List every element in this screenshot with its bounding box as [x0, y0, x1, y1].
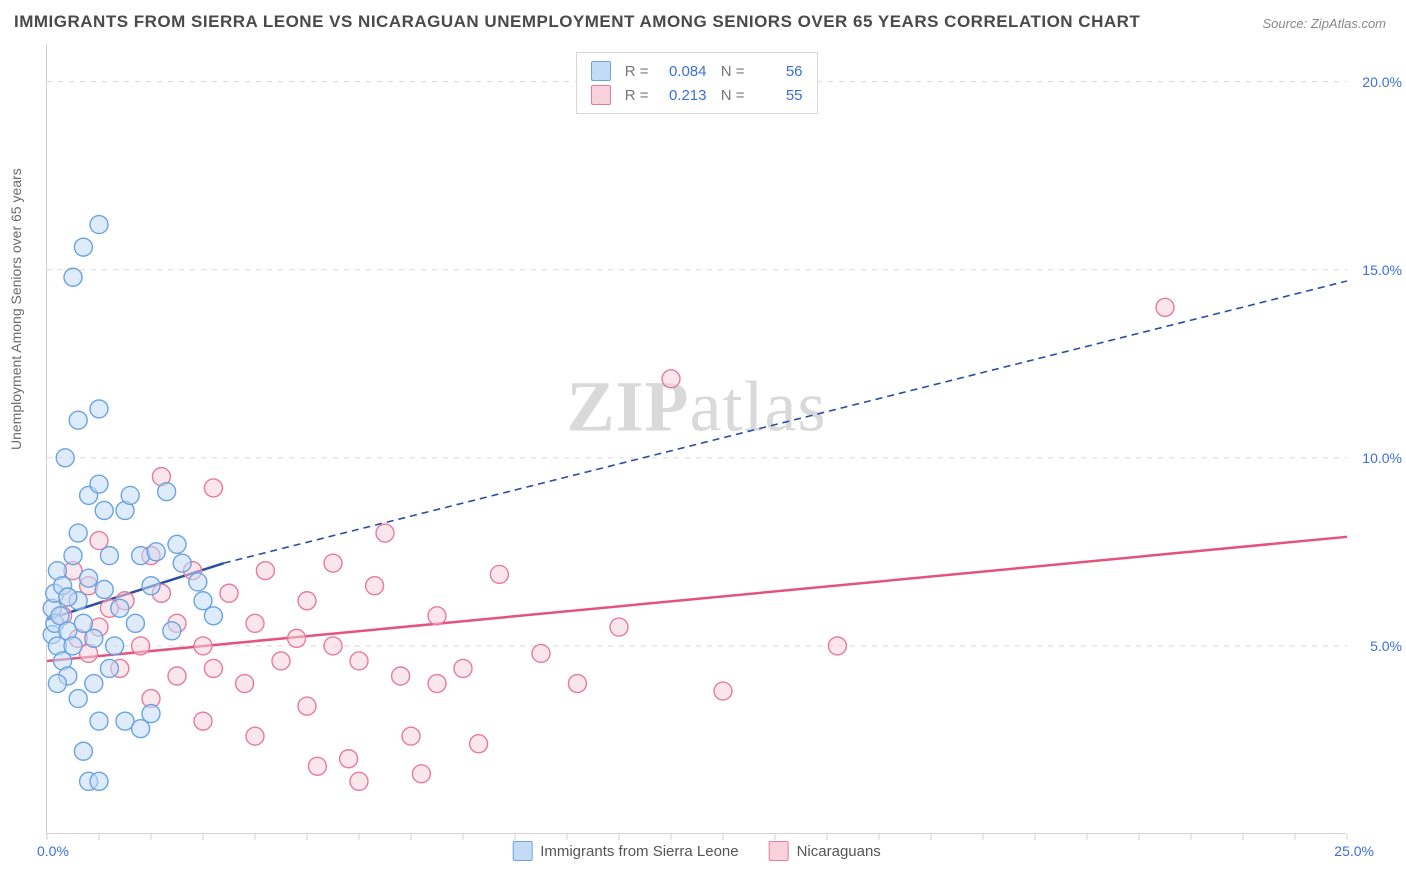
- swatch-series-b: [591, 85, 611, 105]
- y-tick-label: 20.0%: [1362, 74, 1402, 90]
- legend-item-b: Nicaraguans: [769, 841, 881, 861]
- series-a-name: Immigrants from Sierra Leone: [540, 843, 738, 860]
- chart-plot-area: ZIPatlas R = 0.084 N = 56 R = 0.213 N = …: [46, 44, 1346, 834]
- y-tick-label: 5.0%: [1370, 638, 1402, 654]
- r-value-b: 0.213: [657, 87, 707, 104]
- swatch-series-a: [591, 61, 611, 81]
- x-axis-min-label: 0.0%: [37, 843, 69, 859]
- y-tick-label: 10.0%: [1362, 450, 1402, 466]
- source-attribution: Source: ZipAtlas.com: [1262, 16, 1386, 31]
- legend-row-b: R = 0.213 N = 55: [591, 83, 803, 107]
- series-legend: Immigrants from Sierra Leone Nicaraguans: [512, 841, 881, 861]
- y-axis-label: Unemployment Among Seniors over 65 years: [8, 168, 24, 450]
- n-value-b: 55: [753, 87, 803, 104]
- legend-item-a: Immigrants from Sierra Leone: [512, 841, 738, 861]
- n-label: N =: [715, 87, 745, 104]
- swatch-series-a: [512, 841, 532, 861]
- chart-title: IMMIGRANTS FROM SIERRA LEONE VS NICARAGU…: [14, 12, 1140, 32]
- r-value-a: 0.084: [657, 63, 707, 80]
- series-b-name: Nicaraguans: [797, 843, 881, 860]
- correlation-legend: R = 0.084 N = 56 R = 0.213 N = 55: [576, 52, 818, 114]
- scatter-svg: [47, 44, 1346, 833]
- y-tick-label: 15.0%: [1362, 262, 1402, 278]
- n-label: N =: [715, 63, 745, 80]
- legend-row-a: R = 0.084 N = 56: [591, 59, 803, 83]
- swatch-series-b: [769, 841, 789, 861]
- r-label: R =: [619, 87, 649, 104]
- x-axis-max-label: 25.0%: [1334, 843, 1374, 859]
- n-value-a: 56: [753, 63, 803, 80]
- r-label: R =: [619, 63, 649, 80]
